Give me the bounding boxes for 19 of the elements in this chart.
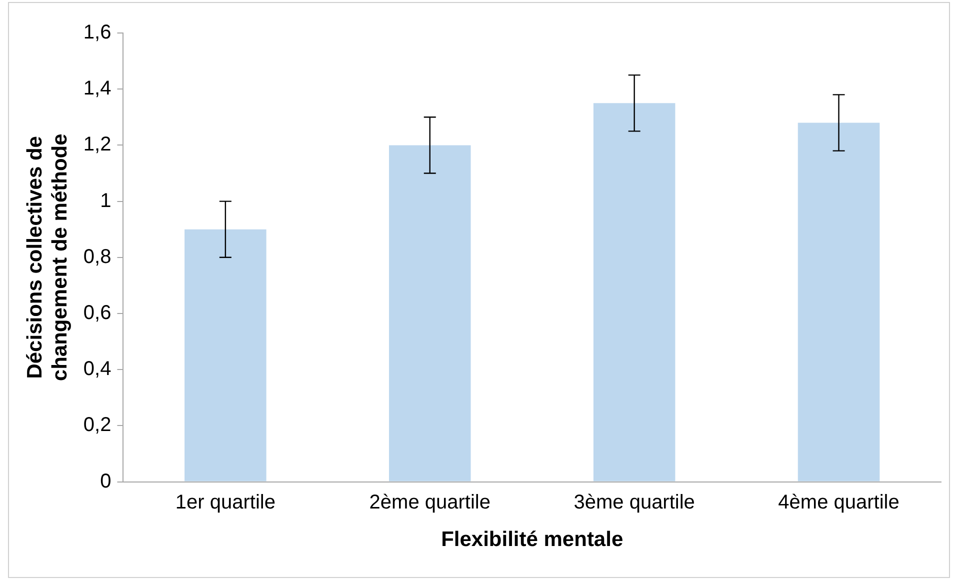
y-tick-label: 1	[100, 190, 112, 212]
y-tick-label: 1,2	[83, 134, 112, 156]
bar	[184, 229, 266, 482]
y-tick-label: 0,6	[83, 302, 112, 324]
y-tick-label: 1,6	[83, 22, 112, 44]
y-tick-label: 0,8	[83, 246, 112, 268]
x-tick-label: 1er quartile	[175, 491, 276, 514]
bar	[593, 103, 676, 482]
y-tick-label: 1,4	[83, 78, 112, 100]
y-axis-title: Décisions collectives de changement de méthode	[23, 134, 72, 382]
bar	[388, 145, 471, 482]
x-tick-label: 2ème quartile	[369, 491, 490, 514]
x-tick-label: 3ème quartile	[574, 491, 695, 514]
x-tick-label: 4ème quartile	[778, 491, 900, 514]
x-axis-title: Flexibilité mentale	[441, 528, 624, 552]
y-tick-label: 0,2	[83, 414, 112, 436]
y-tick-label: 0	[100, 470, 112, 492]
bar	[798, 122, 880, 482]
y-tick-label: 0,4	[83, 358, 112, 380]
